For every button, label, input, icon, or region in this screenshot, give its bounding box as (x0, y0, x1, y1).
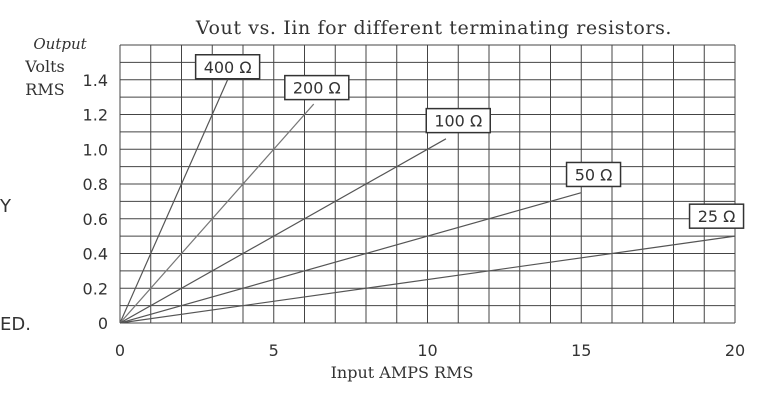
series-label: 100 Ω (425, 107, 491, 134)
series-label-text: 50 Ω (575, 165, 613, 184)
x-tick-label: 15 (571, 341, 591, 360)
series-line (119, 235, 736, 324)
series-label-box (425, 107, 491, 134)
series-line (119, 79, 229, 324)
y-axis-label-line1: Output (33, 35, 87, 53)
ticks: 0 5 10 15 20 0 0.2 0.4 0.6 0.8 1.0 1.2 1.4 (83, 71, 746, 360)
chart-title: Vout vs. Iin for different terminating r… (195, 17, 672, 39)
y-tick-label: 1.2 (83, 106, 108, 125)
y-tick-label: 0.2 (83, 279, 108, 298)
series-label-box (284, 74, 350, 101)
series-label-box (565, 161, 622, 188)
series-label: 25 Ω (688, 203, 745, 229)
y-tick-label: 1.0 (83, 140, 108, 159)
y-tick-label: 0 (98, 314, 108, 333)
series-label-text: 200 Ω (293, 79, 341, 98)
y-tick-label: 1.4 (83, 71, 108, 90)
series-labels: 400 Ω 200 Ω 100 Ω 50 Ω 25 Ω (194, 54, 745, 229)
series-label: 50 Ω (565, 161, 622, 188)
series-label-text: 25 Ω (698, 207, 736, 226)
y-axis-label-line2: Volts (24, 57, 64, 76)
x-tick-label: 10 (417, 341, 437, 360)
series-line (119, 103, 315, 324)
series-label: 200 Ω (284, 74, 350, 101)
series-line (119, 138, 447, 324)
series-label-text: 100 Ω (434, 112, 482, 131)
y-axis-label-line3: RMS (25, 80, 64, 99)
series-label-text: 400 Ω (204, 58, 252, 77)
y-tick-label: 0.4 (83, 245, 108, 264)
y-tick-label: 0.6 (83, 210, 108, 229)
x-axis-label: Input AMPS RMS (331, 363, 474, 382)
x-tick-label: 0 (115, 341, 125, 360)
x-tick-label: 20 (725, 341, 745, 360)
series-line (119, 192, 582, 324)
x-tick-label: 5 (269, 341, 279, 360)
side-fragment-y: Y (0, 196, 12, 217)
series-label-box (688, 203, 745, 229)
series-label-box (194, 54, 261, 80)
series-label: 400 Ω (194, 54, 261, 80)
y-tick-label: 0.8 (83, 175, 108, 194)
side-fragment-ed: ED. (0, 314, 31, 335)
series-lines (119, 79, 736, 324)
grid (119, 44, 736, 324)
